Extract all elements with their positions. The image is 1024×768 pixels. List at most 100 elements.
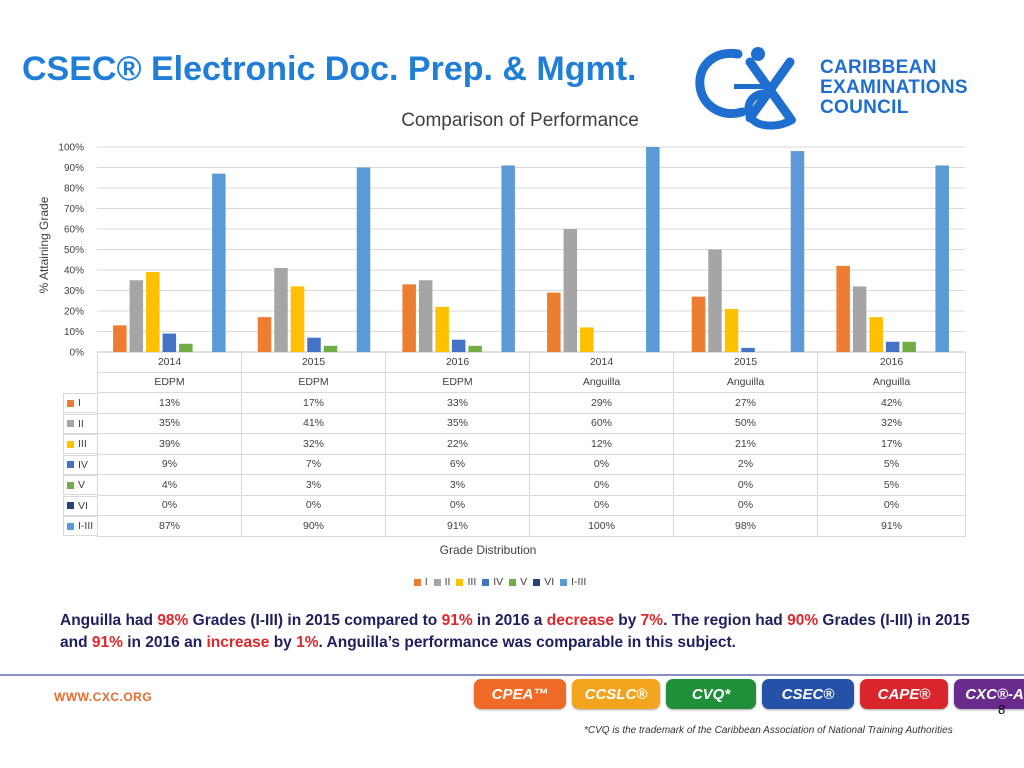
bar-i-iii-0	[212, 173, 226, 352]
table-row: EDPM EDPM EDPM Anguilla Anguilla Anguilla	[97, 372, 966, 393]
series-name: II	[78, 417, 84, 430]
table-row: 39% 32% 22% 12% 21% 17%	[97, 433, 966, 455]
highlight-text: 7%	[640, 612, 664, 629]
data-label: 35%	[385, 412, 530, 434]
bar-ii-0	[129, 280, 144, 352]
bar-i-iii-1	[356, 167, 371, 352]
x-tick-label-group: Anguilla	[529, 372, 674, 393]
program-badge[interactable]: CXC®-AD	[954, 679, 1024, 709]
data-label: 39%	[97, 433, 242, 455]
program-badge[interactable]: CAPE®	[860, 679, 948, 709]
legend-label: VI	[544, 576, 555, 588]
y-tick-label: 30%	[64, 286, 84, 297]
footer-divider	[0, 674, 1024, 676]
summary-segment: by	[269, 634, 297, 651]
y-tick-label: 10%	[64, 327, 84, 338]
data-label: 100%	[529, 515, 674, 537]
bar-iii-3	[580, 327, 594, 352]
data-label: 4%	[97, 474, 242, 496]
bar-v-2	[468, 345, 482, 352]
data-label: 29%	[529, 392, 674, 414]
data-label: 21%	[673, 433, 818, 455]
table-row-header: I	[63, 393, 97, 413]
data-label: 91%	[385, 515, 530, 537]
data-label: 0%	[529, 474, 674, 496]
program-badge[interactable]: CCSLC®	[572, 679, 660, 709]
cxc-logo-icon	[695, 47, 796, 130]
table-row: 35% 41% 35% 60% 50% 32%	[97, 412, 966, 434]
legend-item: II	[433, 576, 450, 588]
legend-swatch	[456, 578, 464, 586]
data-table: 2014 2015 2016 2014 2015 2016 EDPM EDPM EDPM Angu…	[97, 352, 966, 537]
trademark-note: *CVQ is the trademark of the Caribbean A…	[584, 725, 953, 736]
data-label: 12%	[529, 433, 674, 455]
bar-iv-4	[741, 347, 755, 352]
chart-title: Comparison of Performance	[401, 110, 639, 131]
table-row: 13% 17% 33% 29% 27% 42%	[97, 392, 966, 414]
website-link[interactable]: WWW.CXC.ORG	[54, 690, 153, 704]
y-tick-label: 40%	[64, 266, 84, 277]
x-tick-label-year: 2014	[529, 352, 674, 373]
legend-swatch	[433, 578, 441, 586]
bar-iii-2	[435, 306, 449, 352]
bar-i-iii-4	[790, 151, 805, 352]
series-name: I-III	[78, 520, 94, 532]
bar-ii-5	[852, 286, 867, 352]
legend-label: V	[520, 576, 528, 588]
data-label: 42%	[817, 392, 966, 414]
bar-iv-5	[885, 341, 900, 352]
legend-label: III	[467, 576, 477, 588]
x-tick-label-group: EDPM	[97, 372, 242, 393]
highlight-text: 98%	[157, 612, 189, 629]
summary-text: Anguilla had 98% Grades (I-III) in 2015 …	[60, 610, 990, 654]
x-tick-label-group: Anguilla	[673, 372, 818, 393]
bar-i-5	[836, 265, 850, 352]
y-tick-label: 100%	[58, 143, 84, 154]
table-row: 0% 0% 0% 0% 0% 0%	[97, 494, 966, 516]
slide-title: CSEC® Electronic Doc. Prep. & Mgmt.	[22, 50, 637, 88]
bar-iii-1	[290, 286, 305, 352]
data-label: 22%	[385, 433, 530, 455]
series-name: V	[78, 479, 86, 491]
x-tick-label-year: 2015	[241, 352, 386, 373]
grid-lines	[97, 146, 965, 353]
data-label: 33%	[385, 392, 530, 414]
legend-swatch	[533, 578, 541, 586]
legend-label: I-III	[571, 576, 587, 588]
x-tick-label-year: 2015	[673, 352, 818, 373]
data-label: 3%	[385, 474, 530, 496]
x-axis-label: Grade Distribution	[439, 543, 537, 557]
table-row: 4% 3% 3% 0% 0% 5%	[97, 474, 966, 496]
highlight-text: 90%	[787, 612, 819, 629]
org-name-line: EXAMINATIONS	[820, 77, 968, 98]
series-name: IV	[78, 458, 88, 471]
bar-ii-2	[418, 280, 433, 352]
y-tick-label: 70%	[64, 204, 84, 215]
legend-swatch	[67, 522, 74, 530]
data-label: 6%	[385, 453, 530, 475]
bars	[113, 147, 949, 352]
y-tick-label: 60%	[64, 225, 84, 236]
program-badge[interactable]: CVQ*	[666, 679, 756, 709]
bar-iv-2	[451, 339, 466, 352]
legend-swatch	[67, 440, 74, 448]
legend-swatch	[67, 502, 74, 509]
data-label: 17%	[817, 433, 966, 455]
bar-i-1	[257, 317, 272, 352]
data-label: 41%	[241, 412, 386, 434]
legend-item: IV	[482, 576, 503, 588]
x-tick-label-year: 2016	[817, 352, 966, 373]
data-label: 7%	[241, 453, 386, 475]
table-row-header: III	[63, 434, 97, 454]
program-badge[interactable]: CPEA™	[474, 679, 566, 709]
summary-segment: by	[613, 612, 641, 629]
data-label: 90%	[241, 515, 386, 537]
highlight-text: increase	[206, 634, 270, 651]
data-label: 32%	[241, 433, 386, 455]
bar-i-iii-2	[501, 165, 515, 352]
table-row-header: IV	[63, 454, 97, 475]
program-badge[interactable]: CSEC®	[762, 679, 854, 709]
legend-item: V	[509, 576, 527, 588]
table-row-header: V	[63, 475, 97, 495]
